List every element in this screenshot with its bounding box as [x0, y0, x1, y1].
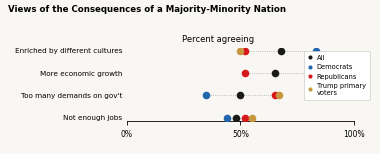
- Point: [249, 116, 255, 119]
- Point: [233, 116, 239, 119]
- Point: [242, 116, 248, 119]
- Point: [224, 116, 230, 119]
- Point: [238, 94, 244, 97]
- Point: [306, 72, 312, 74]
- Text: Views of the Consequences of a Majority-Minority Nation: Views of the Consequences of a Majority-…: [8, 5, 286, 14]
- Legend: All, Democrats, Republicans, Trump primary
voters: All, Democrats, Republicans, Trump prima…: [304, 51, 370, 100]
- Point: [238, 50, 244, 52]
- Point: [312, 50, 318, 52]
- Point: [276, 94, 282, 97]
- Point: [272, 72, 278, 74]
- Point: [242, 50, 248, 52]
- Title: Percent agreeing: Percent agreeing: [182, 35, 254, 44]
- Point: [203, 94, 209, 97]
- Point: [278, 50, 284, 52]
- Point: [242, 72, 248, 74]
- Point: [272, 94, 278, 97]
